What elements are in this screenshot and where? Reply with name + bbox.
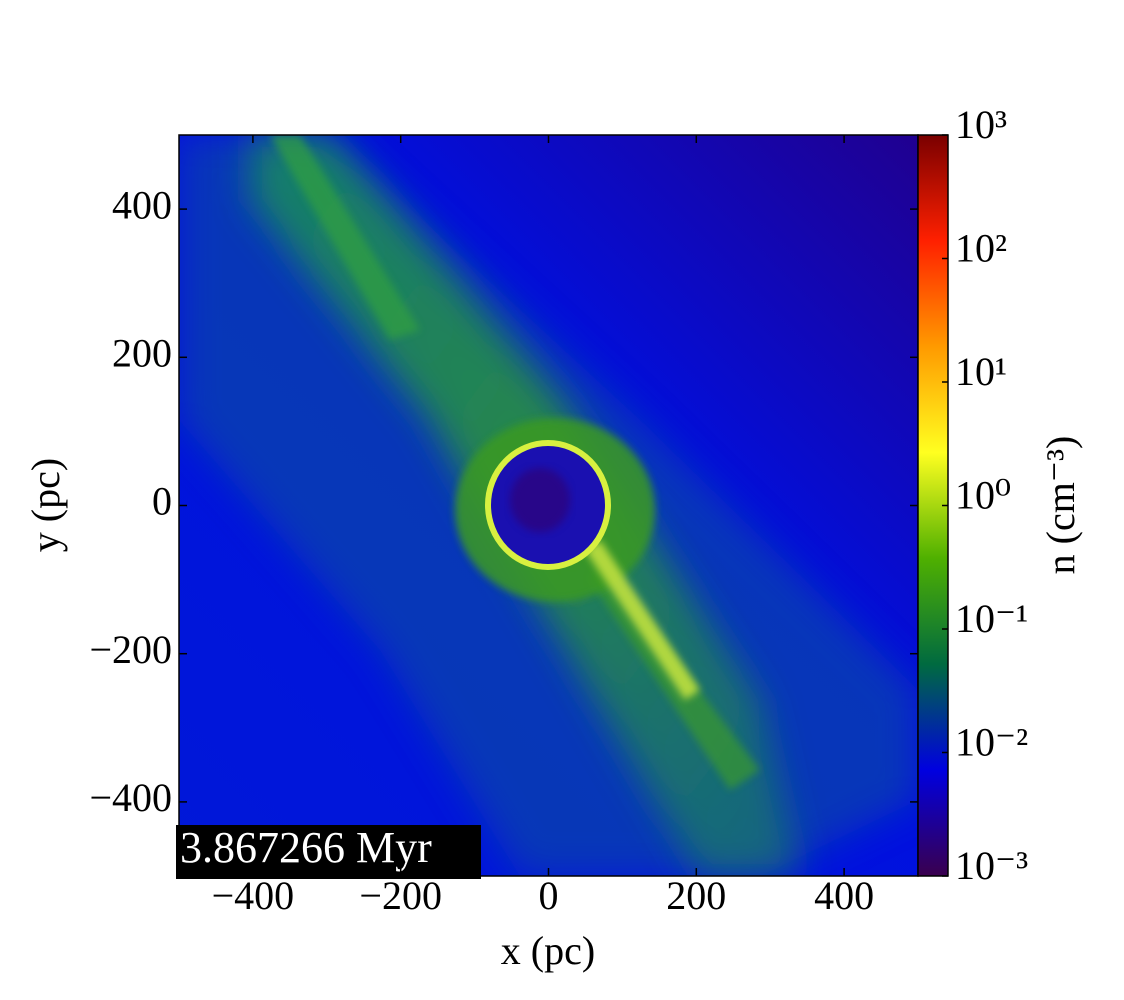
x-tick-label: 0	[539, 873, 559, 918]
y-tick-label: 0	[152, 479, 172, 524]
colorbar-tick-label: 10⁰	[955, 473, 1011, 518]
colorbar-tick-label: 10¹	[955, 349, 1007, 394]
colorbar-tick-label: 10⁻²	[955, 720, 1028, 765]
colorbar-label: n (cm⁻³)	[1038, 436, 1083, 575]
x-tick-label: 400	[814, 873, 874, 918]
y-tick-label: −400	[89, 775, 172, 820]
x-tick-label: −400	[212, 873, 295, 918]
colorbar-tick-label: 10⁻¹	[955, 596, 1028, 641]
x-tick-label: −200	[359, 873, 442, 918]
y-tick-label: 400	[112, 182, 172, 227]
density-field	[179, 135, 918, 876]
y-tick-label: −200	[89, 627, 172, 672]
colorbar-tick-label: 10⁻³	[955, 843, 1028, 888]
colorbar-tick-label: 10²	[955, 226, 1007, 271]
x-axis-label: x (pc)	[501, 928, 595, 973]
annotation: 3.867266 Myr	[180, 823, 432, 872]
y-axis-label: y (pc)	[23, 458, 68, 552]
y-tick-label: 200	[112, 330, 172, 375]
annotation-box	[176, 825, 481, 879]
colorbar-tick-label: 10³	[955, 102, 1007, 147]
x-tick-label: 200	[666, 873, 726, 918]
